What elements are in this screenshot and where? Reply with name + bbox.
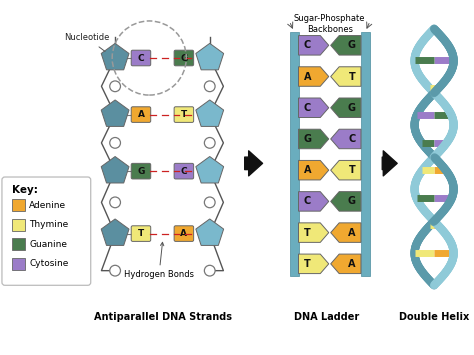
Polygon shape [299,98,329,118]
FancyBboxPatch shape [174,163,194,179]
Polygon shape [101,43,129,70]
Text: A: A [181,229,187,238]
Text: G: G [137,166,145,176]
FancyArrowPatch shape [382,151,397,176]
Circle shape [204,265,215,276]
Text: Thymine: Thymine [29,220,69,229]
Text: A: A [137,114,145,124]
Text: T: T [138,229,144,238]
Circle shape [110,81,120,92]
Text: Antiparallel DNA Strands: Antiparallel DNA Strands [94,311,232,322]
Text: T: T [181,110,187,119]
FancyBboxPatch shape [131,50,151,66]
Circle shape [110,137,120,148]
FancyBboxPatch shape [131,226,151,241]
Text: Nucleotide: Nucleotide [64,33,110,51]
Polygon shape [331,129,361,149]
Polygon shape [196,100,224,126]
Polygon shape [101,219,129,245]
Polygon shape [101,157,129,183]
Text: C: C [137,57,145,67]
FancyBboxPatch shape [131,163,151,179]
Text: A: A [348,228,356,237]
Text: C: C [304,196,311,206]
Text: T: T [348,165,355,175]
Polygon shape [299,129,329,149]
Text: A: A [304,165,311,175]
Text: A: A [137,110,145,119]
Text: G: G [348,40,356,50]
Polygon shape [196,43,224,70]
Text: A: A [180,233,188,243]
FancyBboxPatch shape [174,50,194,66]
Circle shape [110,265,120,276]
Text: C: C [348,134,356,144]
Text: Guanine: Guanine [29,240,67,249]
FancyBboxPatch shape [174,107,194,122]
Text: Key:: Key: [12,185,37,195]
Text: Sugar-Phosphate
Backbones: Sugar-Phosphate Backbones [294,14,365,34]
FancyBboxPatch shape [131,107,151,122]
Polygon shape [299,67,329,86]
Text: G: G [348,196,356,206]
Polygon shape [331,254,361,274]
Text: A: A [348,259,356,269]
Text: C: C [137,54,144,62]
Text: T: T [304,259,311,269]
FancyBboxPatch shape [12,239,26,250]
FancyBboxPatch shape [12,258,26,270]
Polygon shape [331,98,361,118]
Text: C: C [181,166,187,176]
FancyBboxPatch shape [2,177,91,285]
Polygon shape [331,192,361,211]
Text: T: T [181,114,187,124]
Polygon shape [331,160,361,180]
FancyBboxPatch shape [12,219,26,231]
Text: T: T [304,228,311,237]
Polygon shape [196,157,224,183]
Text: G: G [180,54,188,62]
Text: G: G [180,57,188,67]
Polygon shape [299,192,329,211]
Text: T: T [137,233,144,243]
FancyBboxPatch shape [361,32,370,275]
Polygon shape [101,100,129,126]
Circle shape [204,81,215,92]
FancyArrowPatch shape [245,151,263,176]
Circle shape [110,197,120,208]
Text: C: C [180,170,187,180]
Text: Cytosine: Cytosine [29,260,69,268]
Text: Hydrogen Bonds: Hydrogen Bonds [124,242,194,279]
Text: Adenine: Adenine [29,201,66,210]
Text: T: T [348,72,355,82]
FancyBboxPatch shape [299,32,361,275]
FancyBboxPatch shape [290,32,299,275]
Text: G: G [348,103,356,113]
Polygon shape [299,223,329,242]
Polygon shape [196,219,224,245]
FancyBboxPatch shape [174,226,194,241]
Text: G: G [303,134,311,144]
Text: G: G [137,170,145,180]
Text: DNA Ladder: DNA Ladder [294,311,359,322]
FancyBboxPatch shape [12,200,26,211]
Text: C: C [304,103,311,113]
Text: C: C [304,40,311,50]
Polygon shape [299,254,329,274]
Circle shape [204,137,215,148]
Polygon shape [299,36,329,55]
Text: A: A [304,72,311,82]
Polygon shape [331,223,361,242]
Polygon shape [331,36,361,55]
Text: Double Helix: Double Helix [399,311,469,322]
Circle shape [204,197,215,208]
Polygon shape [331,67,361,86]
Polygon shape [299,160,329,180]
